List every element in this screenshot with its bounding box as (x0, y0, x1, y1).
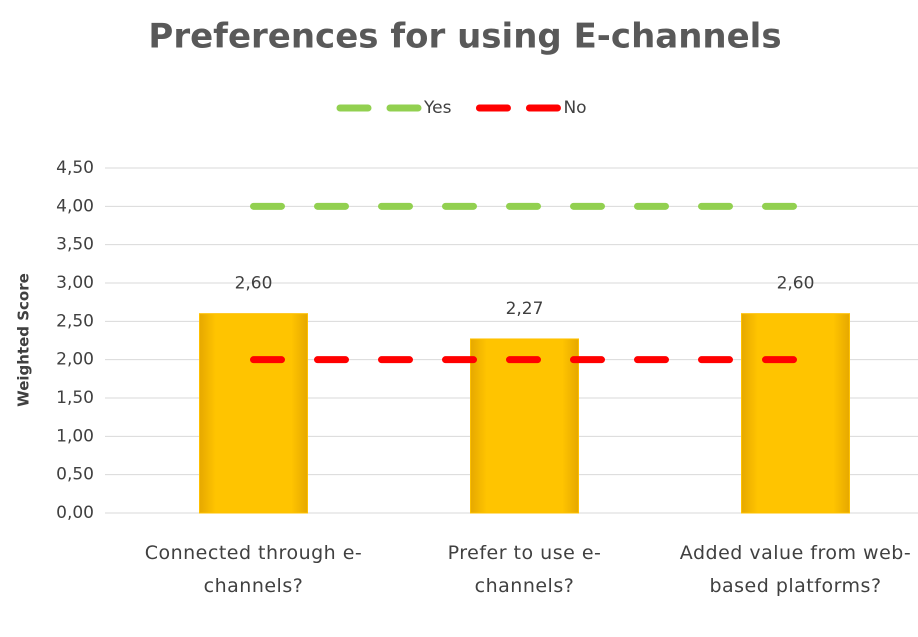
y-tick-label: 2,00 (56, 350, 94, 370)
y-tick-label: 3,50 (56, 235, 94, 255)
y-tick-label: 1,50 (56, 388, 94, 408)
chart-title: Preferences for using E-channels (148, 17, 781, 57)
y-tick-label: 4,00 (56, 196, 94, 216)
value-label: 2,60 (777, 274, 815, 294)
legend-label: No (563, 98, 586, 118)
y-tick-label: 4,50 (56, 158, 94, 178)
y-tick-label: 3,00 (56, 273, 94, 293)
y-tick-label: 1,00 (56, 426, 94, 446)
bar (470, 338, 579, 514)
x-tick-label: Added value from web-based platforms? (679, 542, 912, 597)
legend-label: Yes (423, 98, 452, 118)
y-tick-label: 2,50 (56, 311, 94, 331)
y-tick-label: 0,00 (56, 503, 94, 523)
y-tick-label: 0,50 (56, 465, 94, 485)
value-label: 2,60 (235, 274, 273, 294)
x-tick-label: Connected through e-channels? (144, 542, 363, 597)
bar (741, 313, 850, 514)
y-axis-label: Weighted Score (15, 273, 33, 407)
x-tick-label: Prefer to use e-channels? (447, 542, 602, 597)
value-label: 2,27 (506, 299, 544, 319)
bar (199, 313, 308, 514)
